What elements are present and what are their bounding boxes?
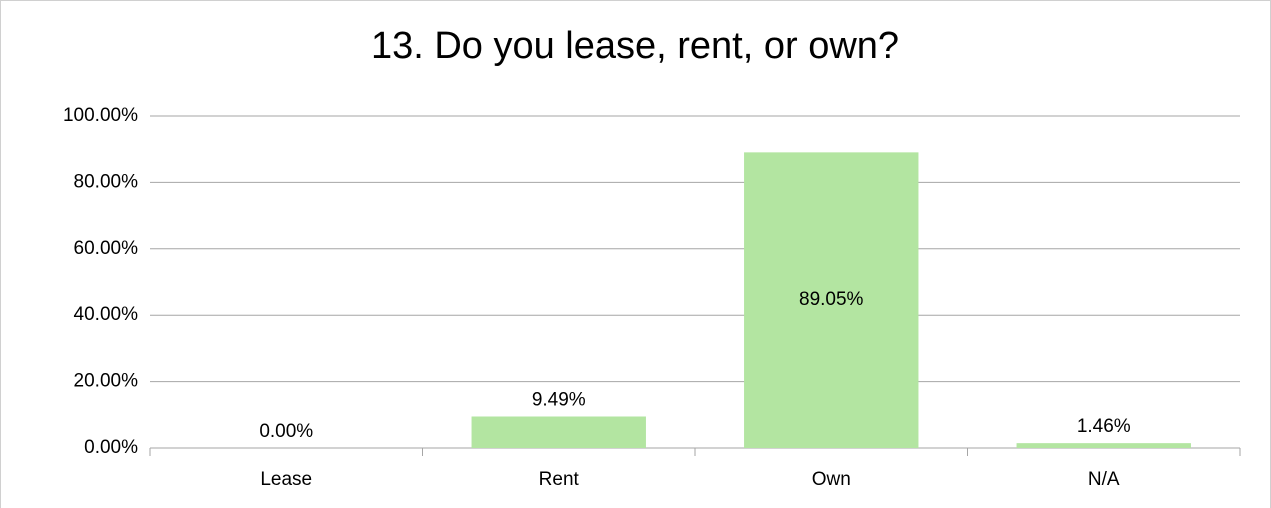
data-label: 89.05% — [799, 289, 864, 310]
data-label: 9.49% — [532, 390, 586, 411]
x-tick-label: Lease — [260, 469, 312, 490]
x-tick-label: Rent — [539, 469, 580, 490]
y-tick-label: 100.00% — [63, 105, 138, 126]
y-tick-label: 0.00% — [84, 437, 138, 458]
bar — [1016, 443, 1191, 448]
x-tick-label: Own — [812, 469, 851, 490]
y-tick-label: 20.00% — [74, 371, 139, 392]
y-tick-label: 80.00% — [74, 171, 139, 192]
bar — [471, 416, 646, 448]
bar — [744, 152, 919, 448]
x-tick-label: N/A — [1088, 469, 1120, 490]
data-label: 0.00% — [259, 421, 313, 442]
y-tick-label: 40.00% — [74, 304, 139, 325]
chart-title: 13. Do you lease, rent, or own? — [371, 25, 899, 67]
data-label: 1.46% — [1077, 416, 1131, 437]
y-tick-label: 60.00% — [74, 238, 139, 259]
